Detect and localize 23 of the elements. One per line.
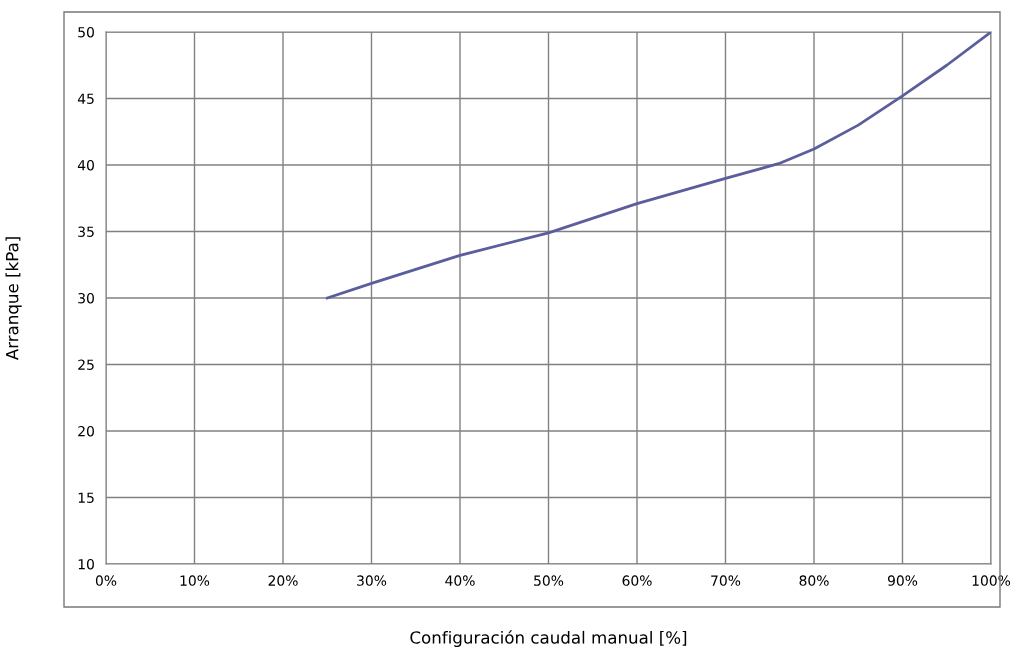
y-tick-label: 15 [78,492,94,503]
x-tick-label: 20% [268,575,298,586]
y-tick-label: 25 [78,359,94,370]
y-tick-label: 50 [78,26,94,38]
x-tick-label: 0% [95,575,117,586]
x-tick-label: 100% [972,575,1011,586]
x-tick-label: 80% [799,575,829,586]
line-series [325,32,991,300]
y-tick-label: 40 [77,159,94,171]
x-axis-title: Configuración caudal manual [%] [410,630,687,648]
x-tick-label: 90% [887,575,918,586]
x-tick-label: 70% [711,575,741,586]
y-axis-title: Arranque [kPa] [5,237,22,361]
x-tick-label: 50% [534,575,564,586]
x-tick-label: 60% [622,575,652,586]
x-tick-label: 40% [445,575,475,586]
y-tick-label: 30 [78,292,94,304]
x-tick-label: 10% [180,575,210,586]
y-tick-label: 45 [77,93,94,104]
x-tick-label: 30% [357,575,387,586]
y-tick-label: 10 [78,558,94,570]
y-tick-label: 35 [78,226,94,237]
y-tick-label: 20 [78,425,94,437]
